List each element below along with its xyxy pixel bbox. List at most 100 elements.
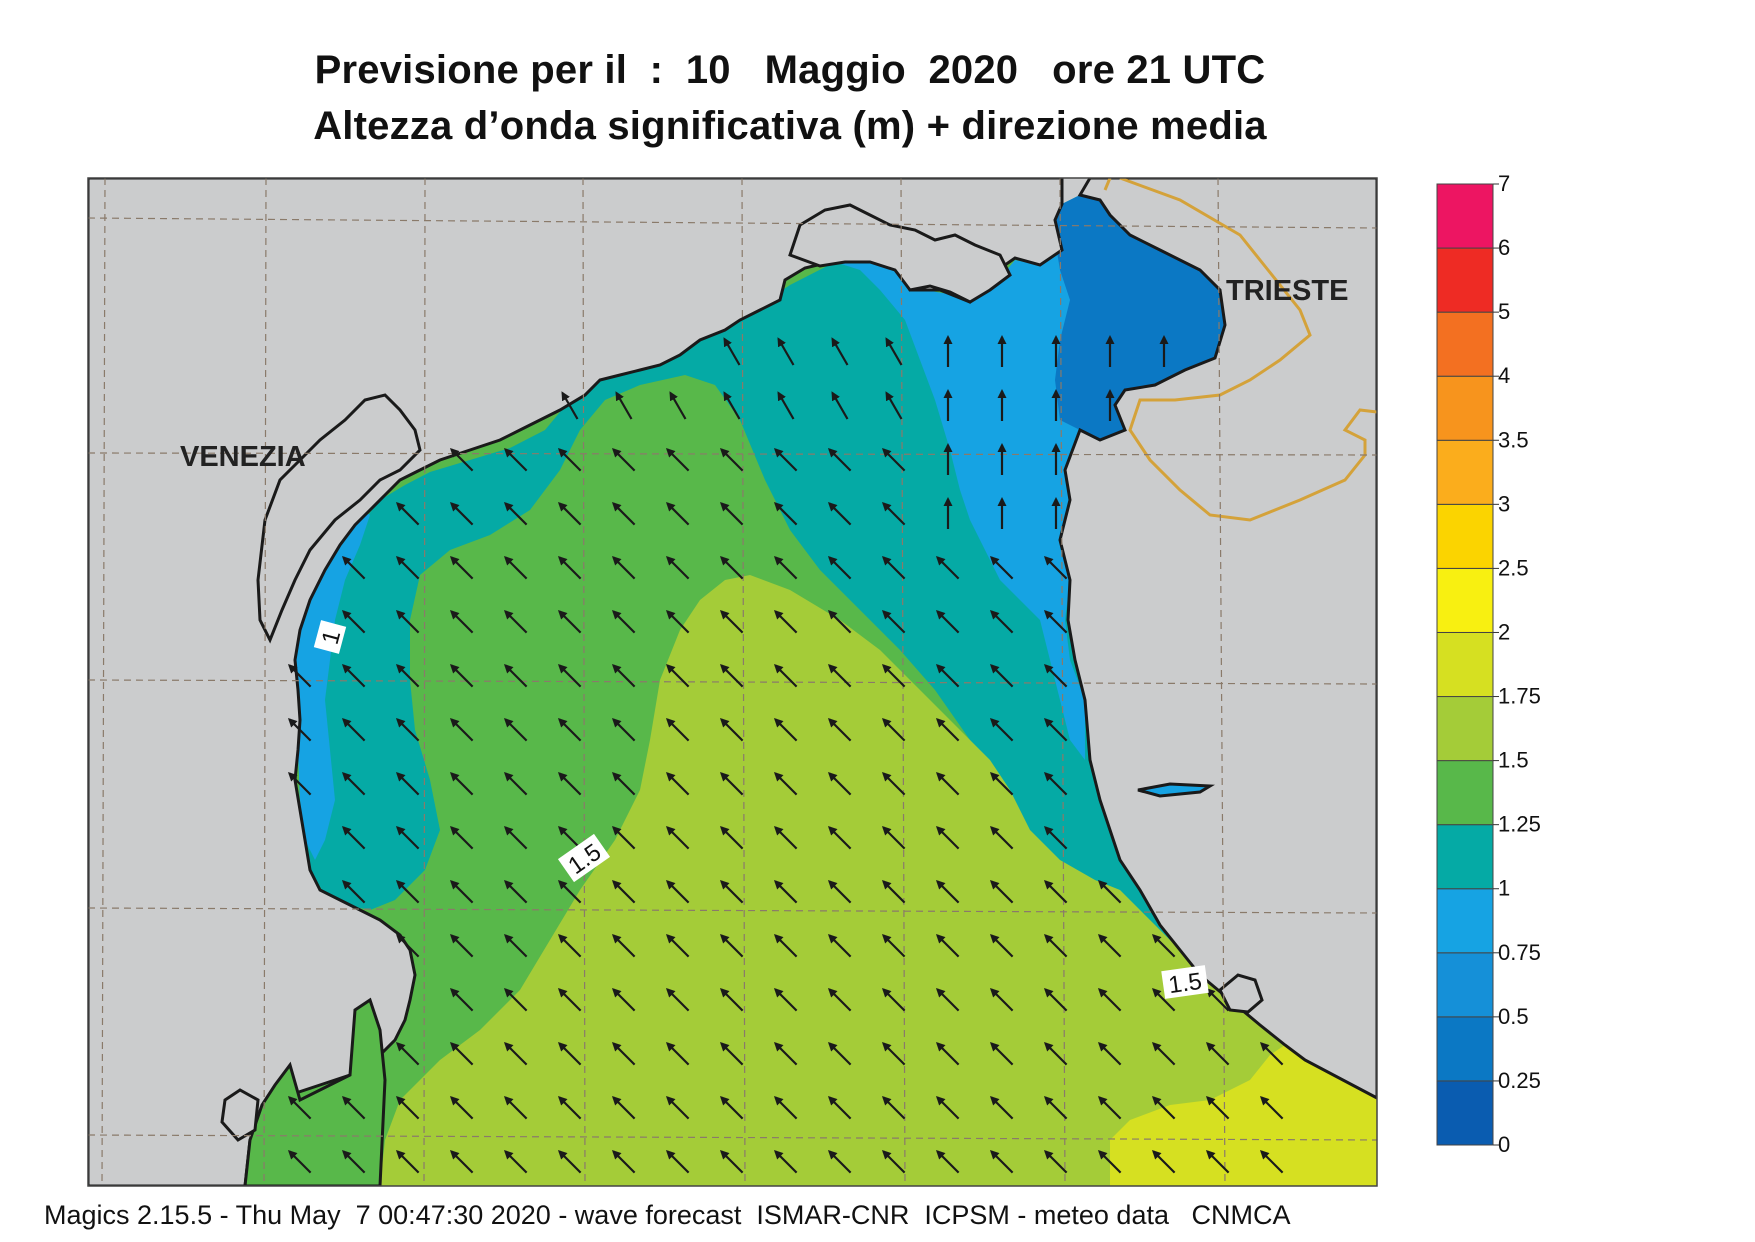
wave-arrow xyxy=(827,771,852,796)
wave-arrow xyxy=(1151,933,1176,958)
wave-arrow xyxy=(557,771,582,796)
wave-arrow xyxy=(395,825,420,850)
wave-arrow xyxy=(1205,1095,1230,1120)
lat-lon-grid xyxy=(88,178,1377,1186)
wave-arrow xyxy=(341,1095,366,1120)
wave-arrow xyxy=(989,1149,1014,1174)
legend-swatch xyxy=(1436,567,1494,633)
wave-arrow xyxy=(719,717,744,742)
wave-arrow xyxy=(341,663,366,688)
wave-arrow xyxy=(395,879,420,904)
wave-arrow xyxy=(719,663,744,688)
legend-swatch xyxy=(1436,503,1494,569)
wave-arrow xyxy=(449,825,474,850)
wave-arrow xyxy=(1259,1041,1284,1066)
wave-arrow xyxy=(557,987,582,1012)
wave-arrow xyxy=(287,717,312,742)
legend-tick-label: 4 xyxy=(1498,363,1510,388)
wave-arrow xyxy=(827,501,852,526)
wave-arrow xyxy=(773,933,798,958)
wave-arrow xyxy=(1097,1149,1122,1174)
city-label-trieste: TRIESTE xyxy=(1226,275,1348,307)
wave-arrow xyxy=(341,771,366,796)
se-islands xyxy=(1218,973,1264,1014)
wave-arrow xyxy=(881,717,906,742)
wave-arrow xyxy=(827,1041,852,1066)
wave-arrow xyxy=(1151,1095,1176,1120)
wave-arrow xyxy=(719,1041,744,1066)
wave-arrow xyxy=(395,1041,420,1066)
wave-arrow xyxy=(503,717,528,742)
legend-swatch xyxy=(1436,439,1494,505)
wave-arrow xyxy=(935,933,960,958)
wave-arrow xyxy=(1043,879,1068,904)
sw-coast-lagoon xyxy=(220,1088,260,1142)
wave-arrow xyxy=(665,879,690,904)
wave-arrow xyxy=(773,987,798,1012)
wave-arrow xyxy=(881,933,906,958)
wave-arrow xyxy=(395,717,420,742)
wave-arrow xyxy=(1043,825,1068,850)
wave-arrow xyxy=(827,879,852,904)
wave-arrow xyxy=(773,879,798,904)
lagoon-islands xyxy=(256,393,422,644)
wave-arrow xyxy=(989,1095,1014,1120)
map-frame xyxy=(87,177,1378,1187)
wave-arrow xyxy=(665,555,690,580)
wave-arrow xyxy=(1097,879,1122,904)
wave-arrow xyxy=(989,717,1014,742)
wave-arrow xyxy=(665,987,690,1012)
wave-arrow xyxy=(557,825,582,850)
wave-arrow xyxy=(341,609,366,634)
istria-land xyxy=(1058,178,1377,1100)
wave-arrow xyxy=(719,447,744,472)
wave-arrow xyxy=(935,663,960,688)
wave-arrow xyxy=(1043,987,1068,1012)
wave-arrow xyxy=(827,987,852,1012)
wave-arrow xyxy=(1043,555,1068,580)
wave-arrow xyxy=(881,555,906,580)
wave-arrow xyxy=(611,825,636,850)
wave-arrow xyxy=(935,1095,960,1120)
wave-arrow xyxy=(449,771,474,796)
wave-arrow xyxy=(611,1041,636,1066)
wave-arrow xyxy=(827,609,852,634)
wave-arrow xyxy=(881,825,906,850)
legend-tick-label: 7 xyxy=(1498,171,1510,196)
wave-arrow xyxy=(1043,771,1068,796)
wave-arrow xyxy=(1043,1149,1068,1174)
wave-arrow xyxy=(777,391,795,420)
wave-arrow xyxy=(665,933,690,958)
wave-arrow xyxy=(611,771,636,796)
wave-arrow xyxy=(503,609,528,634)
istria-inlet xyxy=(1137,782,1216,798)
wave-arrow xyxy=(881,1041,906,1066)
wave-arrow xyxy=(1151,987,1176,1012)
wave-arrow xyxy=(773,771,798,796)
title-line-1: Previsione per il : 10 Maggio 2020 ore 2… xyxy=(314,48,1266,92)
wave-arrow xyxy=(503,447,528,472)
wave-arrow xyxy=(395,609,420,634)
wave-arrow xyxy=(935,771,960,796)
wave-arrow xyxy=(773,609,798,634)
wave-arrow xyxy=(1205,1149,1230,1174)
wave-arrow xyxy=(611,663,636,688)
wave-arrow xyxy=(449,501,474,526)
wave-arrow xyxy=(341,717,366,742)
national-border xyxy=(1119,178,1377,522)
legend-tick-label: 0.25 xyxy=(1498,1068,1541,1093)
wave-arrow xyxy=(611,1095,636,1120)
wave-arrow xyxy=(935,987,960,1012)
wave-arrow xyxy=(881,501,906,526)
wave-arrow xyxy=(719,879,744,904)
wave-arrow xyxy=(449,987,474,1012)
wave-arrow xyxy=(773,717,798,742)
wave-arrow xyxy=(665,447,690,472)
wave-arrow xyxy=(935,1041,960,1066)
wave-arrow xyxy=(989,663,1014,688)
northern-coast-peninsula xyxy=(788,203,1012,304)
wave-arrow xyxy=(449,1041,474,1066)
wave-arrow xyxy=(989,879,1014,904)
wave-arrow xyxy=(719,555,744,580)
wave-arrow xyxy=(719,1095,744,1120)
